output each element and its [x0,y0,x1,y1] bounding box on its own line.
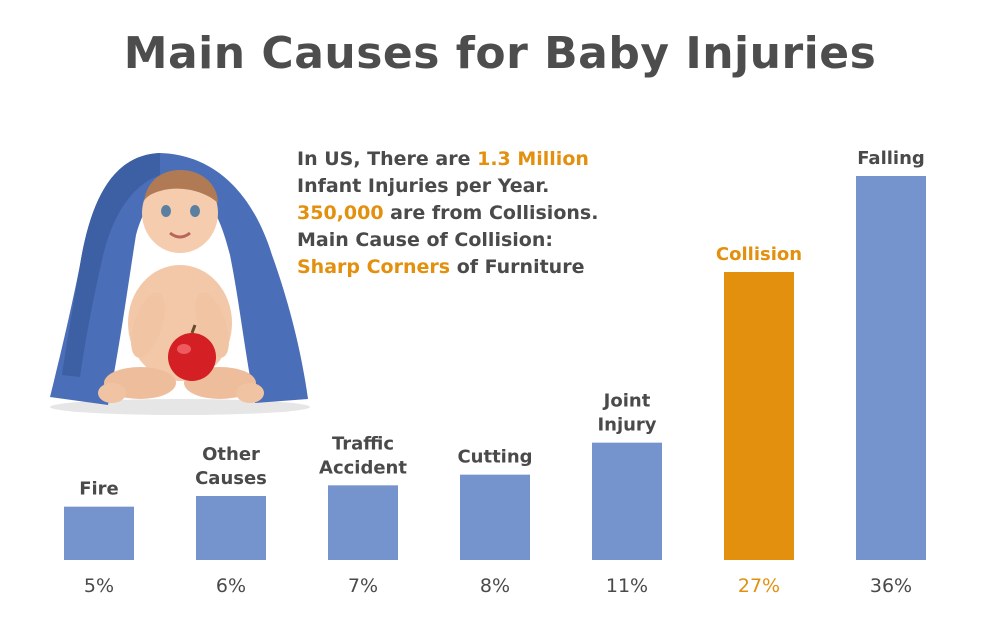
value-label-falling: 36% [870,575,912,597]
bar-traffic-accident [328,485,398,560]
category-label-falling: Falling [857,148,925,169]
sharp-corners-highlight: Sharp Corners [297,256,451,278]
stats-line-1: In US, There are 1.3 Million [297,146,598,173]
injury-count-highlight: 1.3 Million [477,148,589,170]
bar-fire [64,506,134,560]
category-label-other-causes-line-2: Causes [195,468,267,489]
bar-falling [856,176,926,560]
category-label-traffic-accident-line-1: Traffic [332,433,394,454]
value-label-other-causes: 6% [216,575,246,597]
value-label-cutting: 8% [480,575,510,597]
bar-other-causes [196,496,266,560]
category-label-cutting: Cutting [457,447,532,468]
bar-collision [724,272,794,560]
stats-line-2: Infant Injuries per Year. [297,175,550,197]
stats-line-3: 350,000 are from Collisions. [297,200,598,227]
category-label-joint-injury-line-2: Injury [597,415,656,436]
baby-illustration [50,153,310,415]
stats-line-3-text: are from Collisions. [383,202,599,224]
stats-line-5-text: of Furniture [450,256,585,278]
value-label-joint-injury: 11% [606,575,648,597]
category-label-fire: Fire [79,479,119,500]
value-label-fire: 5% [84,575,114,597]
category-label-traffic-accident-line-2: Accident [319,457,407,478]
chart-title: Main Causes for Baby Injuries [123,28,877,79]
category-label-collision: Collision [716,244,802,265]
stats-line-1-text: In US, There are [297,148,478,170]
stats-line-4: Main Cause of Collision: [297,229,553,251]
category-label-joint-injury-line-1: Joint [602,391,651,412]
category-label-other-causes-line-1: Other [202,444,260,465]
bar-joint-injury [592,442,662,560]
stats-line-5: Sharp Corners of Furniture [297,254,598,281]
collision-count-highlight: 350,000 [297,202,384,224]
value-label-collision: 27% [738,575,780,597]
stats-text: In US, There are 1.3 Million Infant Inju… [297,146,598,281]
bar-cutting [460,474,530,560]
value-label-traffic-accident: 7% [348,575,378,597]
